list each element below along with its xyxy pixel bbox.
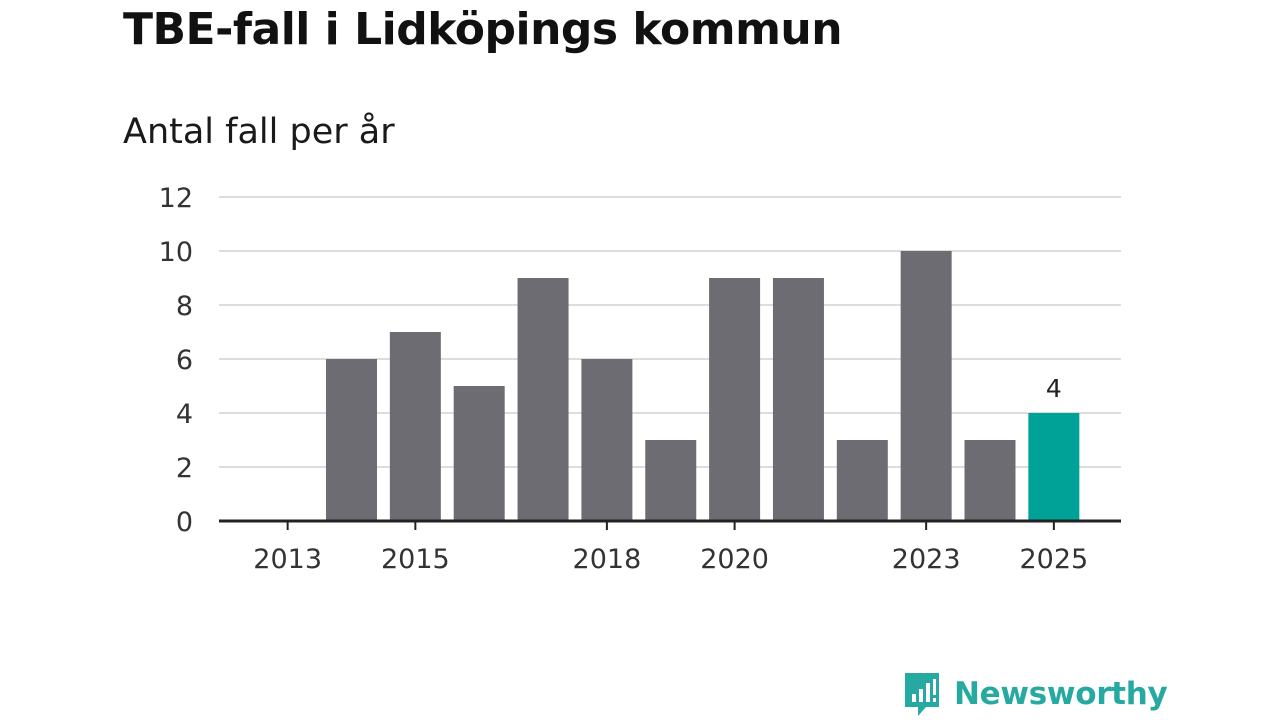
newsworthy-logo-icon	[905, 673, 939, 716]
data-label-2025: 4	[1046, 374, 1062, 403]
x-tick-label-2020: 2020	[700, 544, 769, 575]
bar-2015	[389, 332, 441, 521]
bar-2021	[772, 278, 824, 521]
bar-2014	[326, 359, 377, 521]
bar-2019	[645, 440, 697, 521]
bar-2022	[836, 440, 888, 521]
bar-2025	[1028, 413, 1080, 521]
bar-2020	[709, 278, 761, 521]
bar-2018	[581, 359, 633, 521]
x-tick-label-2025: 2025	[1019, 544, 1088, 575]
y-tick-label-8: 8	[176, 291, 193, 322]
bar-2017	[517, 278, 569, 521]
x-tick-label-2013: 2013	[253, 544, 322, 575]
bar-2024	[964, 440, 1016, 521]
y-tick-label-10: 10	[159, 237, 193, 268]
newsworthy-logo-text: Newsworthy	[954, 676, 1168, 712]
bar-2016	[453, 386, 505, 521]
y-tick-label-0: 0	[176, 507, 193, 538]
y-tick-label-2: 2	[176, 453, 193, 484]
y-tick-label-12: 12	[159, 183, 193, 214]
x-tick-label-2015: 2015	[381, 544, 450, 575]
newsworthy-logo: Newsworthy	[902, 670, 1168, 718]
y-tick-label-6: 6	[176, 345, 193, 376]
chart-title: TBE-fall i Lidköpings kommun	[123, 4, 843, 55]
chart-subtitle: Antal fall per år	[123, 112, 395, 152]
x-tick-label-2023: 2023	[892, 544, 961, 575]
x-tick-label-2018: 2018	[573, 544, 642, 575]
y-tick-label-4: 4	[176, 399, 193, 430]
bar-2023	[900, 251, 952, 521]
